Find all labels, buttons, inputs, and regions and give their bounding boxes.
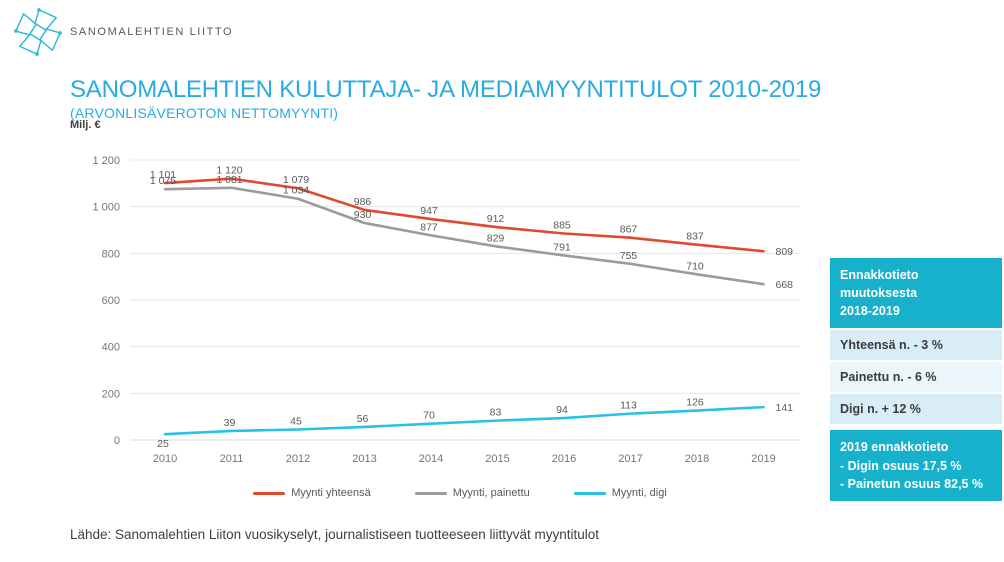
svg-text:947: 947 (420, 205, 438, 217)
svg-text:200: 200 (102, 388, 120, 400)
svg-text:1 075: 1 075 (150, 175, 176, 187)
forecast-2019-line: - Digin osuus 17,5 % (840, 458, 962, 473)
svg-text:710: 710 (686, 260, 704, 272)
page-subtitle: (ARVONLISÄVEROTON NETTOMYYNTI) (70, 104, 339, 121)
svg-text:25: 25 (157, 438, 169, 450)
sanomalehtien-liitto-logo-icon (14, 8, 62, 56)
svg-text:877: 877 (420, 221, 438, 233)
svg-text:600: 600 (102, 295, 120, 307)
svg-text:126: 126 (686, 397, 704, 409)
legend-swatch-digital (573, 491, 606, 495)
chart-area: 0 200 400 600 800 1 000 1 200 2010 2011 2012 2013 2… (70, 125, 830, 470)
forecast-side-panel: Ennakkotieto muutoksesta 2018-2019 Yhtee… (830, 258, 1002, 501)
svg-text:400: 400 (102, 342, 120, 354)
svg-text:94: 94 (556, 404, 568, 416)
legend-label-printed: Myynti, painettu (452, 487, 530, 499)
svg-text:83: 83 (490, 407, 502, 419)
svg-text:2012: 2012 (286, 453, 310, 465)
svg-text:668: 668 (776, 279, 794, 291)
svg-text:2014: 2014 (419, 453, 443, 465)
legend-swatch-printed (414, 491, 447, 495)
chart-legend: Myynti yhteensä Myynti, painettu Myynti,… (130, 487, 790, 499)
svg-text:809: 809 (776, 246, 794, 258)
forecast-2019-line: - Painetun osuus 82,5 % (840, 476, 984, 491)
svg-text:2011: 2011 (220, 453, 244, 465)
svg-text:885: 885 (553, 220, 571, 232)
svg-text:1 034: 1 034 (283, 185, 309, 197)
svg-text:800: 800 (102, 248, 120, 260)
svg-text:2017: 2017 (618, 453, 642, 465)
svg-text:755: 755 (620, 250, 638, 262)
svg-text:39: 39 (224, 417, 236, 429)
svg-text:2018: 2018 (685, 453, 709, 465)
svg-text:2013: 2013 (352, 453, 376, 465)
forecast-change-line: Ennakkotieto (840, 268, 919, 282)
svg-text:986: 986 (354, 196, 372, 208)
svg-text:791: 791 (553, 241, 571, 253)
legend-label-digital: Myynti, digi (611, 487, 667, 499)
forecast-2019-box: 2019 ennakkotieto - Digin osuus 17,5 % -… (830, 430, 1002, 501)
svg-text:56: 56 (357, 413, 369, 425)
revenue-line-chart: 0 200 400 600 800 1 000 1 200 2010 2011 2012 2013 2… (92, 155, 800, 465)
forecast-change-header: Ennakkotieto muutoksesta 2018-2019 (830, 258, 1002, 329)
svg-text:1 079: 1 079 (283, 174, 309, 186)
svg-text:1 081: 1 081 (216, 174, 242, 186)
svg-text:45: 45 (290, 416, 302, 428)
svg-text:1 120: 1 120 (216, 165, 242, 177)
svg-text:930: 930 (354, 209, 372, 221)
brand-name: SANOMALEHTIEN LIITTO (70, 26, 234, 38)
svg-text:1 200: 1 200 (92, 155, 120, 167)
svg-text:829: 829 (487, 233, 505, 245)
source-note: Lähde: Sanomalehtien Liiton vuosikyselyt… (70, 527, 600, 542)
forecast-change-line: 2018-2019 (840, 304, 900, 319)
svg-text:113: 113 (620, 400, 637, 412)
svg-text:2010: 2010 (153, 453, 177, 465)
svg-text:0: 0 (114, 435, 120, 447)
svg-text:70: 70 (423, 410, 435, 422)
forecast-2019-line: 2019 ennakkotieto (840, 440, 949, 455)
brand-header: SANOMALEHTIEN LIITTO (14, 8, 233, 56)
svg-text:1 101: 1 101 (150, 169, 176, 181)
svg-text:2015: 2015 (485, 453, 509, 465)
y-axis-unit-label: Milj. € (70, 119, 101, 131)
svg-text:1 000: 1 000 (92, 202, 120, 214)
legend-item-digital: Myynti, digi (573, 487, 667, 499)
forecast-row-printed: Painettu n. - 6 % (830, 362, 1002, 393)
forecast-row-total: Yhteensä n. - 3 % (830, 330, 1002, 361)
svg-text:2016: 2016 (552, 453, 576, 465)
svg-text:912: 912 (487, 213, 505, 225)
svg-text:867: 867 (620, 224, 638, 236)
svg-text:2019: 2019 (751, 453, 775, 465)
svg-text:141: 141 (776, 402, 794, 414)
legend-label-total: Myynti yhteensä (291, 487, 371, 499)
forecast-row-digital: Digi n. + 12 % (830, 394, 1002, 425)
svg-text:837: 837 (686, 231, 704, 243)
legend-item-total: Myynti yhteensä (253, 487, 371, 499)
forecast-change-line: muutoksesta (840, 286, 918, 301)
page-title: SANOMALEHTIEN KULUTTAJA- JA MEDIAMYYNTIT… (70, 76, 822, 104)
legend-item-printed: Myynti, painettu (414, 487, 530, 499)
legend-swatch-total (253, 491, 286, 495)
